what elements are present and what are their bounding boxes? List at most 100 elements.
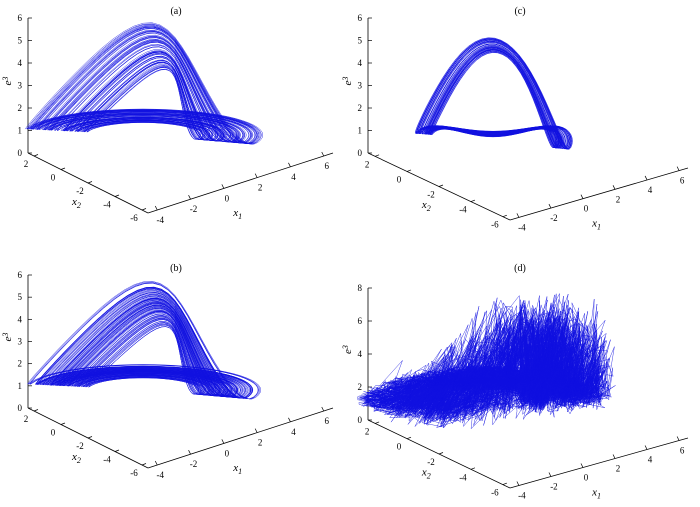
x1-tick-mark	[321, 406, 325, 412]
attractor-trajectory	[25, 22, 264, 145]
x1-tick-label: 6	[325, 161, 330, 171]
x1-tick-label: -2	[550, 482, 558, 492]
x1-tick-label: -4	[518, 491, 526, 501]
x2-tick-mark	[114, 194, 120, 197]
z-tick-label: 4	[358, 58, 363, 68]
x1-tick-mark	[548, 472, 552, 477]
x1-tick-mark	[154, 460, 158, 466]
x1-tick-mark	[254, 428, 258, 433]
z-tick-label: 1	[18, 381, 23, 391]
x1-tick-mark	[154, 205, 158, 211]
x1-tick-label: -2	[190, 204, 198, 214]
x1-tick-label: 2	[616, 464, 621, 474]
x1-tick-mark	[288, 417, 291, 422]
z-tick-label: 4	[18, 314, 23, 324]
x2-tick-mark	[374, 154, 380, 157]
x2-tick-mark	[438, 184, 444, 187]
x1-tick-mark	[221, 439, 225, 444]
z-tick-label: 6	[358, 13, 363, 23]
z-tick-label: 2	[358, 382, 363, 392]
x1-tick-mark	[644, 445, 648, 450]
z-tick-label: 5	[18, 36, 23, 46]
x2-tick-label: 2	[365, 426, 370, 436]
x1-tick-label: 2	[258, 438, 263, 448]
x2-tick-mark	[470, 467, 476, 470]
x1-tick-mark	[612, 185, 616, 190]
z-tick-label: 6	[358, 316, 363, 326]
x1-tick-label: 2	[258, 183, 263, 193]
x2-tick-label: 0	[397, 442, 402, 452]
x2-tick-mark	[114, 449, 120, 452]
x2-tick-mark	[470, 199, 476, 202]
panel-label: (d)	[514, 263, 526, 274]
x1-tick-label: 0	[584, 473, 589, 483]
x2-tick-label: 0	[397, 174, 402, 184]
x1-tick-label: 2	[616, 194, 621, 204]
x2-axis-label: x2	[71, 196, 81, 210]
x2-tick-label: -6	[491, 220, 499, 230]
x2-tick-label: -2	[76, 186, 84, 196]
x2-tick-mark	[406, 169, 412, 172]
attractor-trajectory	[414, 37, 573, 150]
x1-axis	[147, 407, 334, 469]
x1-axis-label: x1	[591, 487, 601, 501]
x1-axis	[509, 167, 689, 221]
z-tick-label: 0	[358, 415, 363, 425]
z-tick-label: 1	[358, 126, 363, 136]
x2-tick-label: -2	[427, 190, 435, 200]
x1-axis	[147, 152, 334, 214]
x2-tick-mark	[141, 208, 147, 211]
x1-tick-label: -4	[157, 215, 165, 225]
z-tick-label: 2	[358, 103, 363, 113]
x1-tick-label: 4	[291, 172, 296, 182]
x1-tick-mark	[612, 454, 616, 459]
x2-tick-label: -4	[459, 205, 467, 215]
x2-tick-mark	[374, 421, 380, 424]
z-tick-label: 0	[18, 403, 23, 413]
x2-axis-label: x2	[71, 451, 81, 465]
x1-tick-label: 0	[225, 193, 230, 203]
x2-tick-label: -2	[427, 457, 435, 467]
attractor-trajectory	[357, 293, 616, 430]
x2-tick-label: -6	[130, 213, 138, 223]
z-axis-label: e3	[1, 333, 14, 342]
x2-tick-mark	[438, 452, 444, 455]
z-tick-label: 6	[18, 270, 23, 280]
x2-axis-label: x2	[421, 467, 431, 481]
x2-tick-label: -4	[103, 455, 111, 465]
x2-tick-mark	[502, 214, 508, 217]
x2-tick-label: 0	[51, 173, 56, 183]
x1-tick-label: 6	[325, 416, 330, 426]
x1-tick-mark	[644, 175, 648, 181]
x1-tick-label: -4	[518, 222, 526, 232]
z-tick-label: 8	[358, 283, 363, 293]
x1-tick-label: 4	[648, 185, 653, 195]
x1-tick-label: -2	[190, 459, 198, 469]
x2-tick-label: -6	[130, 468, 138, 478]
z-tick-label: 4	[18, 58, 23, 68]
x2-tick-mark	[406, 436, 412, 440]
z-tick-label: 1	[18, 126, 23, 136]
z-axis-label: e3	[1, 77, 14, 86]
z-tick-label: 5	[18, 292, 23, 302]
x1-tick-label: -4	[157, 470, 165, 480]
x1-tick-mark	[580, 194, 584, 199]
x1-tick-label: 4	[648, 455, 653, 465]
x2-tick-label: -2	[76, 441, 84, 451]
z-axis-label: e3	[341, 77, 354, 86]
x2-tick-label: -6	[491, 488, 499, 498]
z-tick-label: 6	[18, 13, 23, 23]
z-axis-label: e3	[341, 345, 354, 354]
x2-tick-label: 2	[24, 414, 29, 424]
x1-tick-label: 0	[584, 204, 589, 214]
z-tick-label: 3	[18, 337, 23, 347]
attractor-trajectory	[27, 281, 262, 400]
x1-tick-mark	[676, 166, 680, 171]
x2-tick-mark	[87, 181, 93, 184]
z-tick-label: 2	[18, 103, 23, 113]
x1-tick-mark	[321, 151, 325, 157]
z-tick-label: 2	[18, 359, 23, 369]
